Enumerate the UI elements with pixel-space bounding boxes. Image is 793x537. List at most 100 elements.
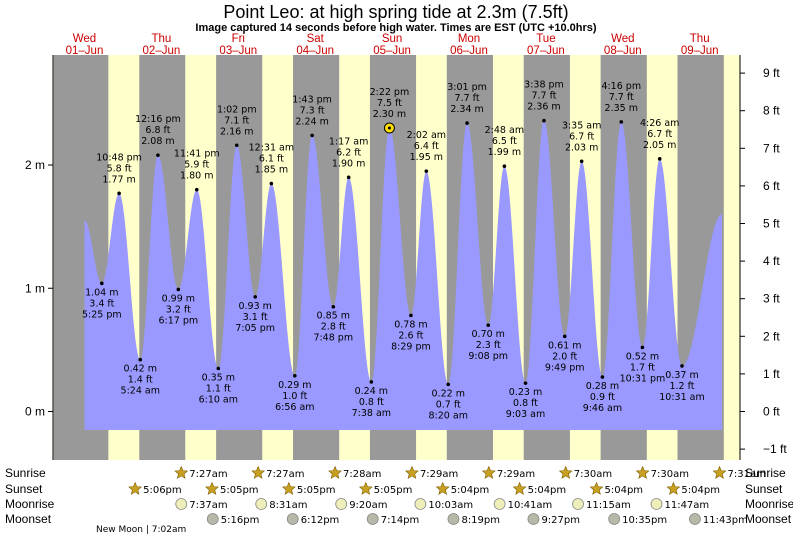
moonrise-time: 10:41am: [508, 500, 553, 511]
extreme-point: [424, 169, 429, 173]
day-of-week-label: Mon: [458, 33, 480, 45]
moonrise-time: 7:37am: [189, 500, 227, 511]
extreme-point: [465, 121, 469, 125]
right-tick-label: 3 ft: [763, 292, 780, 306]
current-time-dot: [387, 126, 391, 130]
right-tick-label: −1 ft: [763, 442, 787, 456]
extreme-label: 1.04 m: [85, 287, 118, 298]
sun-star-icon: [328, 465, 342, 479]
extreme-label: 2.6 ft: [398, 330, 423, 341]
right-tick-label: 6 ft: [763, 179, 780, 193]
extreme-label: 2.16 m: [220, 126, 253, 137]
moonrise-row-label-right: Moonrise: [745, 497, 793, 511]
extreme-label: 9:08 pm: [468, 351, 508, 362]
extreme-label: 8:29 pm: [391, 341, 431, 352]
extreme-label: 0.28 m: [586, 381, 619, 392]
extreme-point: [523, 381, 528, 385]
extreme-label: 3.4 ft: [89, 298, 114, 309]
extreme-label: 1.77 m: [102, 174, 135, 185]
sunrise-time: 7:29am: [420, 469, 458, 480]
sunrise-time: 7:30am: [651, 469, 689, 480]
sunrise-time: 7:27am: [189, 469, 227, 480]
extreme-label: 0.8 ft: [359, 397, 384, 408]
extreme-label: 6.8 ft: [145, 125, 170, 136]
extreme-point: [542, 118, 546, 123]
extreme-label: 1:02 pm: [217, 104, 257, 115]
extreme-label: 7.1 ft: [224, 115, 249, 126]
sunset-row-label-right: Sunset: [745, 482, 783, 496]
extreme-label: 6.7 ft: [569, 131, 594, 142]
extreme-label: 7:48 pm: [313, 333, 353, 344]
sun-star-icon: [666, 481, 681, 495]
sunrise-time: 7:28am: [343, 469, 381, 480]
date-label: 06–Jun: [450, 45, 488, 57]
extreme-point: [502, 164, 507, 169]
extreme-label: 9:49 pm: [545, 362, 585, 373]
extreme-label: 7.7 ft: [609, 92, 634, 103]
moonrise-time: 8:31am: [269, 500, 307, 511]
extreme-label: 9:46 am: [583, 403, 622, 414]
extreme-point: [409, 313, 413, 318]
extreme-point: [369, 380, 374, 384]
extreme-label: 1.2 ft: [669, 381, 694, 392]
extreme-point: [176, 287, 181, 292]
extreme-label: 2.3 ft: [476, 340, 501, 351]
extreme-label: 3:35 am: [562, 120, 601, 131]
day-of-week-label: Sun: [382, 33, 402, 45]
extreme-label: 2.30 m: [373, 109, 406, 120]
extreme-label: 1:43 pm: [292, 94, 332, 105]
sun-star-icon: [435, 481, 450, 495]
extreme-label: 1.95 m: [410, 152, 443, 163]
chart-title: Point Leo: at high spring tide at 2.3m (…: [223, 2, 568, 22]
right-tick-label: 2 ft: [763, 329, 780, 343]
extreme-label: 5.8 ft: [107, 163, 132, 174]
extreme-point: [446, 382, 451, 387]
extreme-label: 6.7 ft: [647, 129, 672, 140]
extreme-label: 8:20 am: [429, 410, 468, 421]
extreme-label: 3:01 pm: [447, 82, 487, 93]
extreme-label: 2:22 pm: [370, 87, 410, 98]
extreme-label: 2:02 am: [407, 130, 446, 141]
moonset-time: 6:12pm: [301, 515, 340, 526]
day-of-week-label: Wed: [73, 33, 96, 45]
extreme-point: [619, 120, 624, 124]
right-tick-label: 4 ft: [763, 254, 780, 268]
day-of-week-label: Thu: [690, 33, 710, 45]
moonset-row-label-right: Moonset: [745, 512, 792, 526]
extreme-label: 0.9 ft: [590, 392, 615, 403]
moonrise-time: 9:20am: [349, 500, 387, 511]
moonrise-row-label-left: Moonrise: [5, 497, 55, 511]
extreme-label: 3.1 ft: [243, 312, 268, 323]
extreme-label: 4:16 pm: [601, 81, 641, 92]
sunrise-time: 7:31am: [728, 469, 766, 480]
extreme-label: 1.90 m: [332, 158, 365, 169]
moon-icon: [366, 513, 379, 525]
extreme-label: 4:26 am: [640, 118, 679, 129]
date-label: 07–Jun: [527, 45, 565, 57]
sunset-time: 5:04pm: [528, 485, 567, 496]
extreme-label: 7:38 am: [352, 408, 391, 419]
date-label: 08–Jun: [604, 45, 642, 57]
sunset-row-label-left: Sunset: [5, 482, 43, 496]
right-tick-label: 5 ft: [763, 217, 780, 231]
extreme-label: 1:17 am: [329, 136, 368, 147]
day-of-week-label: Fri: [232, 33, 245, 45]
moon-icon: [527, 513, 540, 525]
extreme-label: 6.1 ft: [259, 153, 284, 164]
extreme-label: 2.35 m: [605, 103, 638, 114]
extreme-label: 6.5 ft: [492, 136, 517, 147]
moon-icon: [286, 513, 299, 525]
extreme-point: [331, 304, 336, 309]
sunrise-time: 7:30am: [574, 469, 612, 480]
moonset-time: 11:43pm: [703, 515, 748, 526]
extreme-point: [253, 295, 258, 299]
right-tick-label: 8 ft: [763, 104, 780, 118]
sun-moon-times: Sunrise Sunrise 7:27am 7:27am 7:28am 7:29am 7:…: [5, 465, 793, 535]
extreme-label: 0.29 m: [278, 380, 311, 391]
extreme-label: 6.4 ft: [414, 141, 439, 152]
extreme-label: 6:56 am: [275, 402, 314, 413]
moonrise-time: 11:47am: [664, 500, 709, 511]
extreme-label: 5:25 pm: [82, 309, 122, 320]
right-tick-label: 7 ft: [763, 141, 780, 155]
chart-subtitle: Image captured 14 seconds before high wa…: [195, 22, 596, 34]
